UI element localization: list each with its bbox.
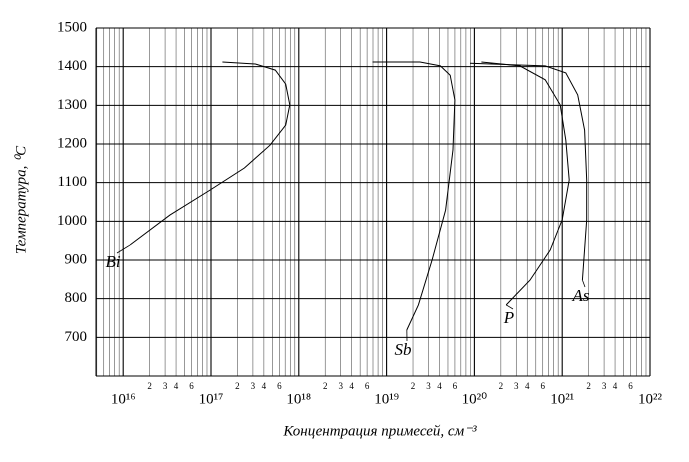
curve	[469, 62, 588, 281]
series-label: As	[572, 286, 590, 305]
x-tick-label: 2	[235, 381, 240, 391]
y-tick-label: 800	[65, 290, 88, 306]
x-tick-label: 3	[338, 381, 343, 391]
x-tick-label: 10²¹	[550, 391, 574, 407]
y-tick-label: 1000	[57, 213, 87, 229]
y-tick-label: 1100	[58, 174, 87, 190]
x-tick-label: 2	[586, 381, 591, 391]
x-tick-label: 10¹⁹	[374, 391, 399, 407]
series-label: P	[503, 308, 514, 327]
y-tick-label: 900	[65, 251, 88, 267]
x-tick-label: 3	[514, 381, 519, 391]
leader-line	[116, 244, 131, 254]
x-tick-label: 6	[628, 381, 633, 391]
x-tick-label: 10¹⁷	[199, 391, 224, 407]
x-tick-label: 10¹⁶	[111, 391, 136, 407]
x-tick-label: 6	[540, 381, 545, 391]
x-tick-label: 3	[426, 381, 431, 391]
x-tick-label: 6	[365, 381, 370, 391]
curve	[481, 61, 570, 306]
x-tick-label: 2	[411, 381, 416, 391]
leader-line	[582, 279, 586, 288]
y-axis-label: Температура, ⁰C	[13, 145, 29, 254]
x-tick-label: 3	[163, 381, 168, 391]
x-axis-label: Концентрация примесей, см⁻³	[282, 423, 477, 439]
x-tick-label: 4	[262, 381, 267, 391]
x-tick-label: 4	[525, 381, 530, 391]
x-tick-label: 2	[499, 381, 504, 391]
x-tick-label: 2	[323, 381, 328, 391]
x-tick-label: 10¹⁸	[286, 391, 311, 407]
y-tick-label: 700	[65, 329, 88, 345]
x-tick-label: 3	[251, 381, 256, 391]
curve	[129, 61, 291, 246]
x-tick-label: 10²⁰	[462, 391, 488, 407]
x-tick-label: 4	[613, 381, 618, 391]
leader-line	[505, 304, 514, 310]
x-tick-label: 6	[453, 381, 458, 391]
x-tick-label: 6	[277, 381, 282, 391]
x-tick-label: 4	[174, 381, 179, 391]
series-label: Sb	[395, 340, 412, 359]
y-tick-label: 1400	[57, 58, 87, 74]
curve	[372, 61, 456, 331]
x-tick-label: 10²²	[638, 391, 662, 407]
x-tick-label: 4	[349, 381, 354, 391]
x-tick-label: 2	[147, 381, 152, 391]
x-tick-label: 4	[437, 381, 442, 391]
y-tick-label: 1300	[57, 97, 87, 113]
series-label: Bi	[105, 252, 120, 271]
x-tick-label: 6	[189, 381, 194, 391]
y-tick-label: 1500	[57, 19, 87, 35]
y-tick-label: 1200	[57, 135, 87, 151]
x-tick-label: 3	[602, 381, 607, 391]
